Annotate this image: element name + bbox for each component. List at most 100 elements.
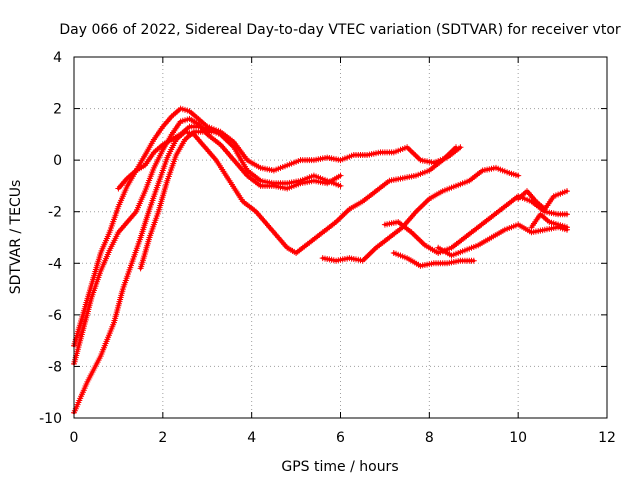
data-point bbox=[392, 251, 395, 255]
data-point bbox=[152, 151, 156, 154]
y-tick-label: 4 bbox=[53, 50, 62, 66]
x-tick-label: 12 bbox=[598, 430, 616, 446]
data-point bbox=[334, 259, 338, 262]
series-sat-e bbox=[137, 128, 215, 272]
data-point bbox=[143, 189, 147, 193]
data-point bbox=[166, 156, 169, 159]
data-point bbox=[232, 140, 236, 144]
data-point bbox=[517, 223, 520, 226]
y-tick-label: -4 bbox=[48, 256, 62, 272]
data-point bbox=[175, 153, 178, 157]
data-point bbox=[219, 143, 222, 146]
data-point bbox=[392, 151, 395, 154]
data-point bbox=[556, 213, 560, 216]
data-point bbox=[454, 146, 458, 149]
data-point bbox=[441, 189, 444, 193]
data-point bbox=[130, 262, 133, 265]
data-point bbox=[437, 251, 440, 255]
data-point bbox=[463, 236, 467, 239]
data-point bbox=[548, 220, 551, 224]
data-point bbox=[419, 158, 422, 162]
data-point bbox=[179, 107, 182, 110]
data-point bbox=[112, 321, 116, 324]
data-point bbox=[472, 259, 475, 262]
data-point bbox=[454, 184, 458, 188]
data-point bbox=[188, 125, 191, 128]
data-point bbox=[388, 179, 391, 182]
data-point bbox=[166, 179, 169, 182]
data-point bbox=[286, 246, 289, 249]
data-point bbox=[161, 125, 164, 128]
data-point bbox=[463, 249, 467, 252]
data-point bbox=[126, 184, 129, 188]
data-point bbox=[81, 329, 85, 332]
data-point bbox=[121, 287, 125, 291]
data-point bbox=[214, 158, 218, 162]
y-tick-label: -6 bbox=[48, 308, 62, 324]
y-tick-label: 0 bbox=[53, 153, 62, 169]
data-point bbox=[326, 156, 329, 159]
data-point bbox=[268, 226, 271, 229]
y-axis-label: SDTVAR / TECUs bbox=[8, 180, 24, 295]
data-point bbox=[508, 171, 511, 175]
data-point bbox=[161, 143, 164, 146]
data-point bbox=[397, 220, 400, 224]
data-point bbox=[388, 236, 391, 239]
x-tick-label: 8 bbox=[425, 430, 434, 446]
data-point bbox=[139, 236, 142, 239]
data-point bbox=[348, 256, 351, 260]
data-point bbox=[517, 197, 520, 200]
data-point bbox=[374, 189, 378, 193]
data-point bbox=[299, 179, 302, 182]
y-axis-ticks: 4 2 0 -2 -4 -6 -8 -10 bbox=[39, 50, 607, 427]
data-point bbox=[312, 179, 316, 182]
series-sat-f bbox=[319, 164, 522, 264]
data-point bbox=[428, 169, 431, 172]
data-point bbox=[352, 153, 355, 157]
data-point bbox=[192, 130, 196, 133]
data-point bbox=[246, 174, 249, 177]
series-sat-k bbox=[528, 211, 570, 231]
data-point bbox=[503, 228, 506, 231]
data-point bbox=[117, 231, 120, 234]
x-tick-label: 10 bbox=[509, 430, 527, 446]
data-point bbox=[259, 179, 262, 182]
data-point bbox=[294, 251, 298, 255]
y-tick-label: -2 bbox=[48, 205, 62, 221]
series-markers bbox=[319, 164, 522, 264]
data-point bbox=[543, 228, 546, 231]
data-point bbox=[334, 220, 338, 224]
data-point bbox=[232, 146, 236, 149]
series-track bbox=[321, 166, 520, 263]
data-point bbox=[556, 223, 560, 226]
data-point bbox=[410, 231, 413, 234]
data-point bbox=[321, 231, 324, 234]
data-point bbox=[286, 187, 289, 190]
data-point bbox=[428, 197, 431, 200]
data-point bbox=[552, 195, 555, 198]
data-point bbox=[419, 264, 422, 268]
data-point bbox=[117, 205, 120, 208]
data-point bbox=[525, 189, 529, 193]
x-tick-label: 0 bbox=[70, 430, 79, 446]
data-point bbox=[108, 249, 111, 252]
data-point bbox=[543, 207, 546, 211]
data-point bbox=[565, 226, 569, 229]
data-point bbox=[468, 179, 471, 182]
data-point bbox=[450, 254, 453, 257]
data-point bbox=[379, 151, 382, 154]
data-point bbox=[148, 236, 151, 239]
data-point bbox=[143, 164, 147, 167]
data-point bbox=[197, 125, 200, 128]
data-point bbox=[143, 153, 147, 157]
data-point bbox=[490, 215, 493, 219]
data-point bbox=[308, 241, 311, 244]
data-point bbox=[477, 244, 480, 247]
data-point bbox=[539, 213, 542, 216]
data-point bbox=[565, 213, 569, 216]
data-point bbox=[135, 210, 138, 213]
data-point bbox=[188, 117, 191, 121]
data-point bbox=[246, 169, 249, 172]
series-markers bbox=[435, 221, 570, 259]
data-point bbox=[361, 259, 364, 262]
